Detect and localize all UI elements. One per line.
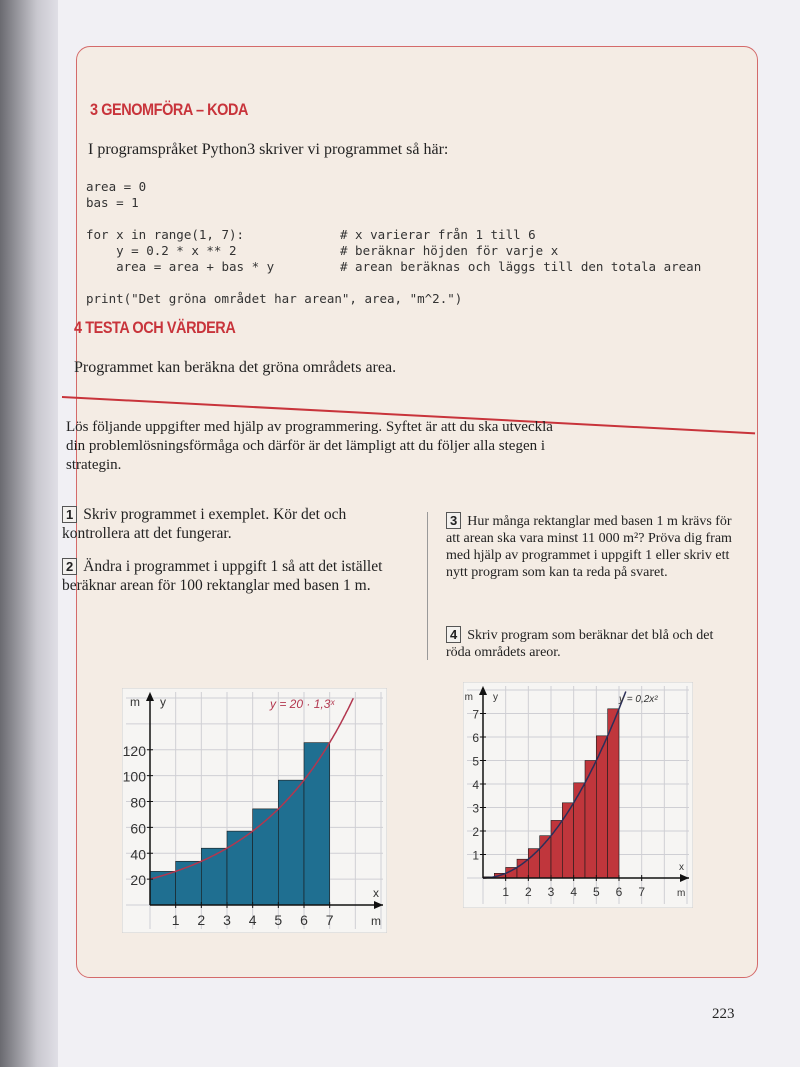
x-tick-label: 7: [326, 912, 334, 928]
book-spine: [0, 0, 62, 1067]
y-axis-label: y: [493, 692, 498, 703]
section-4-heading: 4 TESTA OCH VÄRDERA: [74, 318, 236, 337]
y-axis-label: y: [160, 695, 166, 709]
y-tick-label: 2: [472, 825, 479, 839]
x-axis-arrow-icon: [374, 901, 383, 909]
y-tick-label: 3: [472, 802, 479, 816]
task-text: Skriv programmet i exemplet. Kör det och…: [62, 506, 347, 542]
bar: [278, 779, 305, 906]
x-tick-label: 6: [300, 912, 308, 928]
bar: [562, 802, 574, 879]
task-number: 1: [62, 506, 78, 523]
code-line: print("Det gröna området har arean", are…: [86, 291, 463, 306]
bar: [175, 860, 202, 906]
task-2: 2 Ändra i programmet i uppgift 1 så att d…: [62, 557, 392, 595]
page-number: 223: [712, 1006, 735, 1022]
y-tick-label: 1: [472, 849, 479, 863]
function-curve: [149, 697, 354, 880]
x-unit-label: m: [677, 888, 685, 899]
bar: [149, 871, 176, 906]
bar: [516, 858, 529, 879]
y-unit-label: m: [130, 695, 140, 709]
code-line: y = 0.2 * x ** 2: [86, 243, 237, 258]
code-line: for x in range(1, 7):: [86, 227, 245, 242]
y-tick-label: 7: [472, 708, 479, 722]
section-3-heading: 3 GENOMFÖRA – KODA: [90, 100, 249, 119]
bar: [252, 808, 279, 906]
y-tick-label: 6: [472, 731, 479, 745]
x-unit-label: m: [371, 914, 381, 928]
y-tick-label: 120: [123, 743, 147, 759]
task-number: 3: [446, 512, 462, 529]
y-tick-label: 100: [123, 769, 147, 785]
y-tick-label: 40: [130, 846, 146, 862]
x-tick-label: 2: [197, 912, 205, 928]
task-number: 4: [446, 626, 462, 643]
x-tick-label: 6: [616, 885, 623, 899]
y-axis-arrow-icon: [479, 686, 487, 695]
y-tick-label: 5: [472, 755, 479, 769]
x-tick-label: 7: [638, 885, 645, 899]
y-axis-arrow-icon: [146, 692, 154, 701]
x-tick-label: 5: [593, 885, 600, 899]
y-tick-label: 4: [472, 778, 479, 792]
task-text: Hur många rektanglar med basen 1 m krävs…: [446, 514, 732, 580]
y-tick-label: 60: [130, 820, 146, 836]
code-comments: # x varierar från 1 till 6 # beräknar höj…: [340, 211, 701, 291]
x-axis-label: x: [373, 886, 379, 900]
function-label: y = 0,2x²: [618, 694, 658, 705]
code-block: area = 0 bas = 1 for x in range(1, 7): y =…: [86, 163, 462, 323]
x-tick-label: 1: [172, 912, 180, 928]
task-text: Ändra i programmet i uppgift 1 så att de…: [62, 558, 383, 594]
task-1: 1 Skriv programmet i exemplet. Kör det oc…: [62, 505, 392, 543]
function-label: y = 20 · 1,3ˣ: [269, 697, 335, 711]
x-tick-label: 4: [249, 912, 257, 928]
code-comment: # x varierar från 1 till 6: [340, 227, 536, 242]
bar: [201, 847, 228, 906]
bar: [573, 782, 586, 879]
task-4: 4 Skriv program som beräknar det blå och …: [446, 626, 726, 661]
x-tick-label: 5: [274, 912, 282, 928]
bar: [607, 708, 620, 879]
column-divider: [427, 512, 428, 660]
x-tick-label: 1: [502, 885, 509, 899]
y-tick-label: 80: [130, 795, 146, 811]
code-line: area = 0: [86, 179, 147, 194]
task-3: 3 Hur många rektanglar med basen 1 m kräv…: [446, 512, 736, 581]
code-line: bas = 1: [86, 195, 139, 210]
code-comment: # beräknar höjden för varje x: [340, 243, 559, 258]
red-area-chart: 1 2 3 4 5 6 7 1 2 3 4 5 6 7 m y x m y = 0,2x²: [463, 682, 693, 908]
instructions: Lös följande uppgifter med hjälp av prog…: [66, 419, 553, 473]
x-tick-label: 2: [525, 885, 532, 899]
x-axis-arrow-icon: [680, 874, 689, 882]
function-curve: [483, 691, 627, 879]
x-tick-label: 3: [223, 912, 231, 928]
bar: [226, 830, 253, 906]
y-tick-label: 20: [130, 872, 146, 888]
task-number: 2: [62, 558, 78, 575]
task-text: Skriv program som beräknar det blå och d…: [446, 628, 714, 660]
bar: [528, 848, 540, 879]
code-comment: # arean beräknas och läggs till den tota…: [340, 259, 702, 274]
code-line: area = area + bas * y: [86, 259, 275, 274]
y-unit-label: m: [465, 692, 473, 703]
section-4-text: Programmet kan beräkna det gröna området…: [74, 359, 397, 376]
x-tick-label: 3: [548, 885, 555, 899]
bar: [303, 742, 330, 906]
x-axis-label: x: [679, 862, 684, 873]
section-3-intro: I programspråket Python3 skriver vi prog…: [88, 141, 449, 158]
x-tick-label: 4: [570, 885, 577, 899]
